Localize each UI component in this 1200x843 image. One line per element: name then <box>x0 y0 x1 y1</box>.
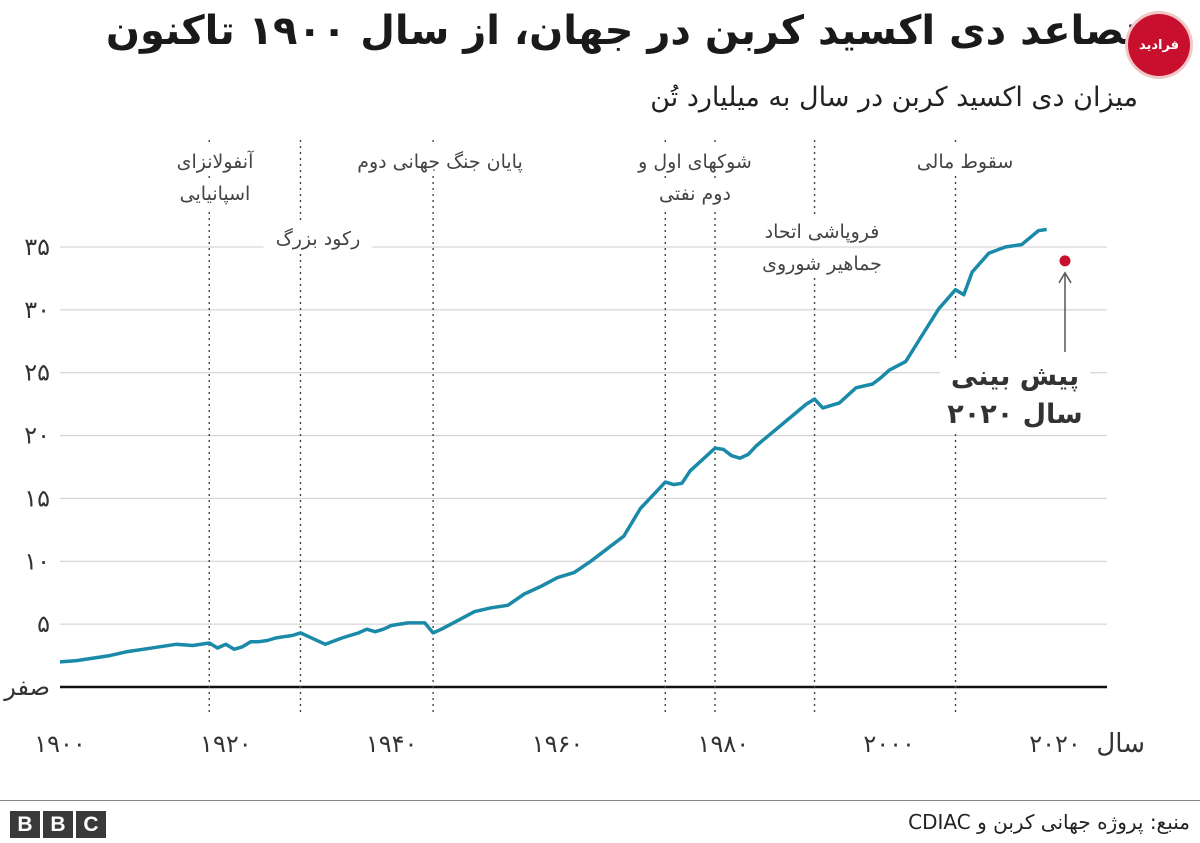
event-label: جماهیر شوروی <box>762 253 882 275</box>
forecast-annotation: پیش بینی سال ۲۰۲۰ <box>940 358 1090 434</box>
x-tick-label: ۱۹۰۰ <box>34 730 86 758</box>
x-tick-label: ۲۰۰۰ <box>863 730 915 758</box>
event-label-bg <box>160 178 270 208</box>
event-label: پایان جنگ جهانی دوم <box>357 151 523 173</box>
x-tick-label: ۱۹۶۰ <box>532 730 584 758</box>
co2-line-chart: صفر ۵ ۱۰ ۱۵ ۲۰ ۲۵ ۳۰ ۳۵ ۱۹۰۰ ۱۹۲۰ ۱۹۴۰ ۱۹۶۰ ۱۹۸۰ ۲۰۰۰… <box>3 140 1145 759</box>
event-label: سقوط مالی <box>917 151 1014 173</box>
y-tick-label: ۳۰ <box>24 296 50 324</box>
x-tick-label: ۱۹۸۰ <box>698 730 750 758</box>
co2-emissions-line <box>59 227 1047 664</box>
bbc-letter-1: B <box>10 811 40 838</box>
y-tick-label: ۲۰ <box>24 422 50 450</box>
y-tick-label: ۱۰ <box>24 547 50 575</box>
x-axis-label: سال <box>1096 729 1145 759</box>
event-label: دوم نفتی <box>659 183 731 205</box>
event-label-bg <box>263 223 373 253</box>
bbc-letter-2: B <box>43 811 73 838</box>
chart-subtitle: میزان دی اکسید کربن در سال به میلیارد تُ… <box>650 82 1138 113</box>
event-label: اسپانیایی <box>180 183 251 205</box>
event-label-bg <box>745 216 899 246</box>
y-tick-label: ۱۵ <box>24 484 50 512</box>
y-tick-label: صفر <box>3 673 50 701</box>
x-tick-label: ۱۹۲۰ <box>200 730 252 758</box>
y-tick-label: ۲۵ <box>24 359 50 387</box>
event-label: آنفولانزای <box>177 149 254 173</box>
event-label-bg <box>155 146 275 176</box>
chart-title: تصاعد دی اکسید کربن در جهان، از سال ۱۹۰۰… <box>105 8 1140 54</box>
forecast-arrow-head <box>1058 271 1072 284</box>
bbc-letter-3: C <box>76 811 106 838</box>
event-label: شوکهای اول و <box>637 151 752 173</box>
y-tick-label: ۳۵ <box>24 233 50 261</box>
source-note: منبع: پروژه جهانی کربن و CDIAC <box>908 810 1190 834</box>
logo-text: فرادید <box>1138 37 1180 53</box>
y-tick-label: ۵ <box>37 610 50 638</box>
footer-divider <box>0 800 1200 801</box>
event-label: فروپاشی اتحاد <box>765 221 880 243</box>
event-label-bg <box>751 248 893 278</box>
x-tick-label: ۲۰۲۰ <box>1029 730 1081 758</box>
forecast-point <box>1059 255 1071 267</box>
bbc-logo: B B C <box>10 811 106 838</box>
event-label-bg <box>910 146 1020 176</box>
event-label-bg <box>646 178 744 208</box>
x-tick-label: ۱۹۴۰ <box>366 730 418 758</box>
event-label-bg <box>330 146 550 176</box>
site-logo: فرادید <box>1128 14 1190 76</box>
event-label: رکود بزرگ <box>276 228 361 250</box>
event-label-bg <box>624 146 766 176</box>
